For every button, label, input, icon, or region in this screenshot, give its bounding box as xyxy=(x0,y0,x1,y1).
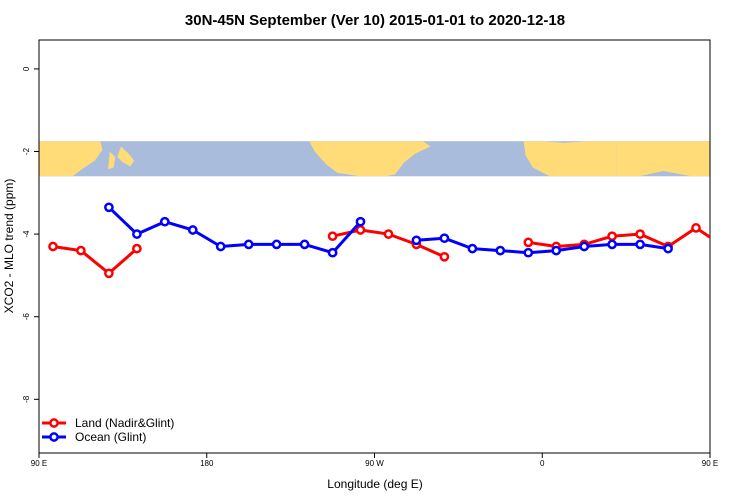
land-data-point xyxy=(76,245,86,256)
land-data-point xyxy=(327,231,338,242)
land-data-point xyxy=(635,229,645,239)
land-data-point xyxy=(355,225,366,235)
legend: Land (Nadir&Glint)Ocean (Glint) xyxy=(42,416,174,444)
map-land xyxy=(523,141,617,177)
ocean-series-line xyxy=(416,236,669,255)
ocean-data-point xyxy=(355,216,366,227)
ocean-data-point xyxy=(104,202,114,213)
ocean-data-point xyxy=(299,239,310,250)
ocean-data-point xyxy=(663,243,673,254)
ocean-data-point xyxy=(523,247,534,258)
x-tick-label: 180 xyxy=(200,459,214,468)
y-axis-label: XCO2 - MLO trend (ppm) xyxy=(2,179,16,314)
ocean-data-point xyxy=(551,245,562,256)
ocean-data-point xyxy=(132,229,142,239)
land-legend-marker xyxy=(49,418,59,428)
ocean-data-point xyxy=(439,233,450,244)
y-tick-label: -2 xyxy=(22,147,31,155)
ocean-series-line xyxy=(107,206,362,255)
ocean-data-point xyxy=(187,225,198,235)
y-tick-label: -4 xyxy=(22,230,31,238)
ocean-data-point xyxy=(607,239,617,250)
land-data-point xyxy=(48,241,58,252)
ocean-data-point xyxy=(579,241,590,252)
land-data-point xyxy=(523,237,534,248)
map-land xyxy=(309,141,431,177)
y-axis: 0 -2 -4 -6 -8 xyxy=(22,66,39,403)
x-tick-label: 90 E xyxy=(702,459,718,468)
y-tick-label: -6 xyxy=(22,313,31,321)
ocean-data-point xyxy=(467,243,478,254)
ocean-data-point xyxy=(495,245,506,256)
y-tick-label: -8 xyxy=(22,395,31,403)
land-data-point xyxy=(691,223,701,233)
ocean-data-point xyxy=(271,239,282,250)
ocean-data-point xyxy=(215,241,226,252)
map-land xyxy=(108,151,116,170)
map-land xyxy=(117,146,135,167)
ocean-data-point xyxy=(159,216,170,227)
x-axis: 90 E 180 90 W 0 90 E xyxy=(31,453,718,468)
land-data-point xyxy=(132,243,142,254)
land-data-point xyxy=(607,231,617,242)
land-legend-label: Land (Nadir&Glint) xyxy=(75,416,174,430)
x-axis-label: Longitude (deg E) xyxy=(327,477,422,491)
land-data-point xyxy=(720,243,727,250)
ocean-data-point xyxy=(635,239,645,250)
map-land xyxy=(39,141,103,177)
map-land xyxy=(616,141,710,177)
x-tick-label: 90 W xyxy=(365,459,384,468)
ocean-legend-label: Ocean (Glint) xyxy=(75,430,146,444)
ocean-data-point xyxy=(327,247,338,258)
x-tick-label: 90 E xyxy=(31,459,47,468)
world-map-band xyxy=(39,141,710,177)
land-data-point xyxy=(439,251,450,262)
ocean-data-point xyxy=(243,239,254,250)
land-series-line xyxy=(52,245,138,275)
ocean-data-point xyxy=(411,235,422,246)
land-data-point xyxy=(383,229,394,239)
chart-title: 30N-45N September (Ver 10) 2015-01-01 to… xyxy=(185,12,565,29)
y-tick-label: 0 xyxy=(22,66,31,71)
ocean-legend-marker xyxy=(49,432,59,442)
land-data-point xyxy=(104,268,114,279)
x-tick-label: 0 xyxy=(540,459,545,468)
series-layer xyxy=(48,202,727,279)
